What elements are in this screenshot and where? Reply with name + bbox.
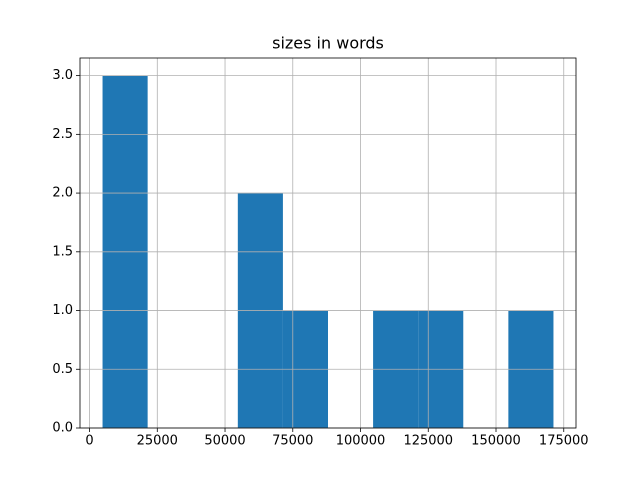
y-tick-label: 0.5 [52, 362, 73, 377]
x-tick-label: 75000 [272, 434, 313, 449]
y-tick-label: 1.0 [52, 303, 73, 318]
x-tick-label: 150000 [471, 434, 521, 449]
y-tick-label: 2.5 [52, 127, 73, 142]
y-tick-label: 3.0 [52, 68, 73, 83]
x-tick-label: 100000 [336, 434, 386, 449]
x-tick-label: 0 [85, 434, 93, 449]
x-tick-label: 125000 [403, 434, 453, 449]
y-tick-label: 1.5 [52, 244, 73, 259]
x-tick-label: 50000 [204, 434, 245, 449]
chart-title: sizes in words [272, 34, 384, 53]
plot-frame [79, 57, 577, 429]
y-tick-label: 0.0 [52, 421, 73, 436]
x-tick-label: 25000 [137, 434, 178, 449]
x-tick-label: 175000 [539, 434, 589, 449]
y-tick-label: 2.0 [52, 186, 73, 201]
